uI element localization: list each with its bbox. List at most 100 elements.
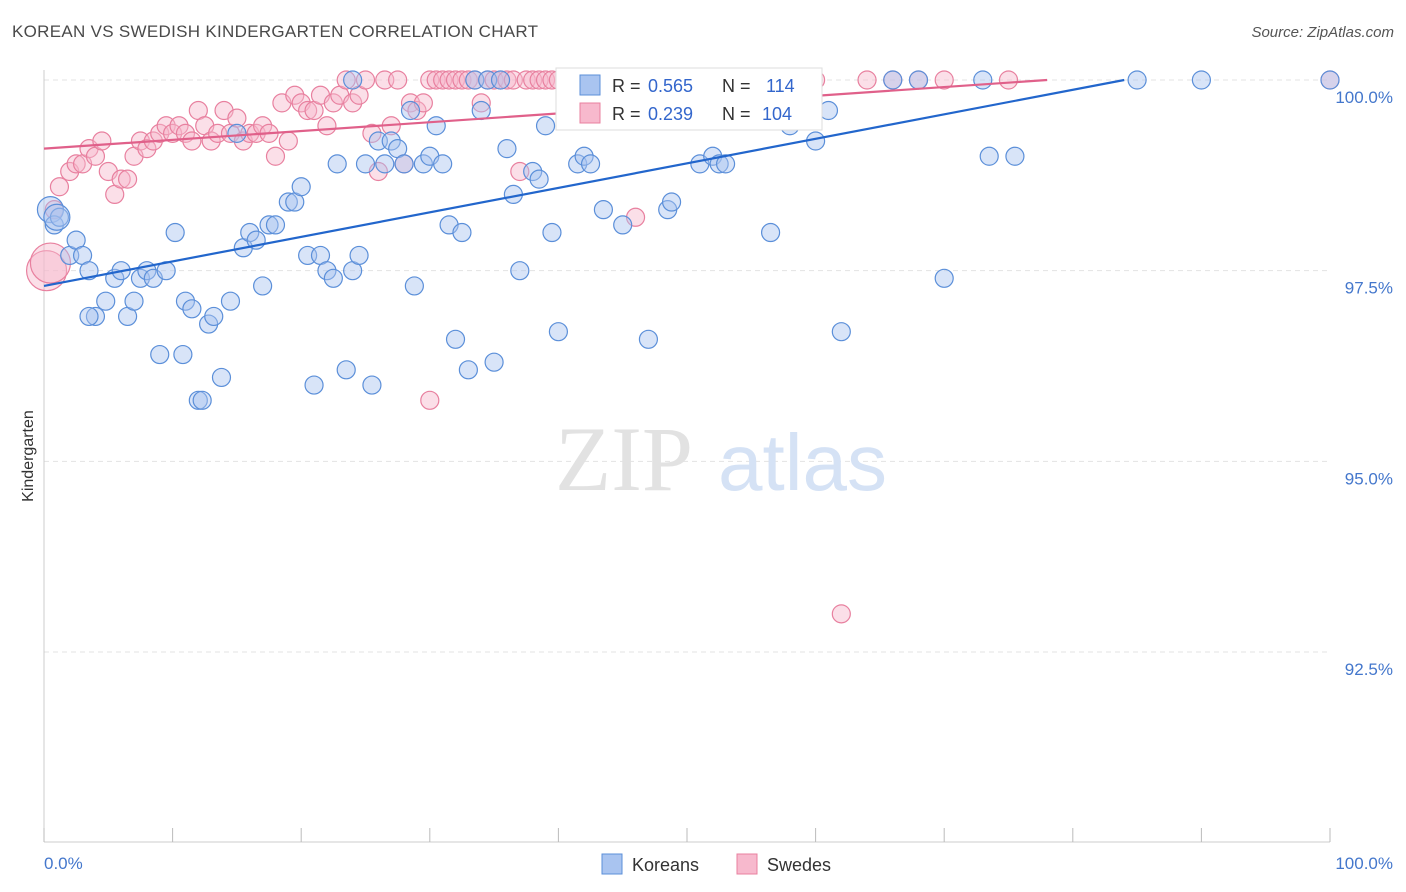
koreans-point	[404, 276, 424, 296]
swedes-point	[343, 93, 363, 113]
watermark-zip: ZIP	[555, 408, 693, 510]
swedes-point	[323, 93, 343, 113]
koreans-n-value: 114	[766, 76, 795, 96]
koreans-point	[883, 70, 903, 90]
koreans-point	[934, 268, 954, 288]
koreans-point	[523, 161, 543, 182]
swedes-r-label: R =	[612, 104, 641, 124]
koreans-n-label: N =	[722, 76, 751, 96]
koreans-point	[973, 70, 993, 90]
koreans-point	[445, 329, 466, 349]
koreans-point	[413, 154, 433, 174]
swedes-point	[278, 131, 298, 151]
koreans-point	[79, 261, 99, 281]
koreans-point	[79, 306, 99, 327]
swedes-point	[49, 177, 70, 197]
koreans-point	[43, 203, 71, 231]
koreans-legend-label: Koreans	[632, 855, 699, 875]
y-tick-label: 92.5%	[1345, 660, 1393, 679]
swedes-n-label: N =	[722, 104, 751, 124]
koreans-point	[49, 207, 70, 227]
koreans-point	[426, 116, 446, 136]
swedes-point	[182, 131, 202, 151]
koreans-point	[529, 169, 549, 189]
koreans-point	[638, 329, 659, 349]
swedes-trendline	[43, 78, 1048, 150]
x-tick-label: 100.0%	[1335, 854, 1393, 873]
koreans-point	[192, 390, 212, 410]
koreans-point	[259, 215, 279, 235]
koreans-point	[458, 360, 478, 380]
swedes-point	[998, 70, 1019, 90]
swedes-point	[471, 93, 491, 113]
swedes-point	[317, 116, 337, 136]
swedes-point	[336, 70, 356, 90]
koreans-point	[661, 192, 682, 212]
trendlines	[43, 78, 1125, 288]
swedes-point	[169, 116, 189, 136]
koreans-point	[452, 222, 472, 243]
koreans-point	[124, 291, 144, 311]
koreans-point	[542, 222, 562, 243]
koreans-point	[593, 200, 614, 220]
koreans-bottom-swatch	[601, 853, 623, 875]
chart-title: KOREAN VS SWEDISH KINDERGARTEN CORRELATI…	[12, 22, 539, 41]
swedes-point	[831, 604, 851, 624]
koreans-point	[304, 375, 324, 395]
koreans-point	[96, 291, 116, 311]
koreans-legend-swatch	[579, 74, 601, 96]
koreans-point	[574, 146, 594, 166]
koreans-point	[979, 146, 999, 166]
koreans-point	[471, 100, 491, 121]
swedes-point	[497, 70, 517, 90]
x-tick-labels: 0.0% 100.0%	[44, 854, 1393, 873]
koreans-point	[433, 154, 453, 174]
koreans-r-label: R =	[612, 76, 641, 96]
koreans-point	[278, 192, 298, 212]
swedes-legend-swatch	[579, 102, 601, 124]
gridlines	[44, 79, 1330, 653]
koreans-point	[343, 70, 363, 90]
koreans-point	[227, 123, 247, 143]
swedes-point	[857, 70, 877, 90]
koreans-point	[165, 222, 185, 243]
swedes-series	[25, 70, 1340, 624]
koreans-point	[317, 261, 337, 281]
swedes-n-value: 104	[762, 104, 792, 124]
swedes-point	[298, 100, 318, 121]
swedes-point	[388, 70, 408, 90]
y-tick-label: 97.5%	[1345, 279, 1393, 298]
y-tick-label: 95.0%	[1345, 469, 1393, 488]
swedes-point	[362, 123, 382, 143]
koreans-point	[535, 116, 556, 136]
swedes-point	[117, 169, 138, 189]
stats-legend: R = 0.565 N = 114 R = 0.239 N = 104	[555, 67, 823, 131]
watermark: ZIP atlas	[555, 408, 887, 510]
koreans-point	[613, 215, 633, 235]
koreans-point	[580, 154, 601, 174]
watermark-atlas: atlas	[718, 418, 887, 507]
koreans-point	[831, 322, 851, 342]
koreans-point	[355, 154, 376, 174]
koreans-point	[908, 70, 929, 90]
y-tick-labels: 92.5% 95.0% 97.5% 100.0%	[1335, 88, 1393, 679]
koreans-point	[1191, 70, 1212, 90]
koreans-point	[85, 306, 106, 327]
koreans-point	[211, 367, 232, 388]
koreans-point	[375, 154, 395, 174]
koreans-trendline	[43, 78, 1125, 288]
koreans-point	[709, 154, 729, 174]
koreans-point	[349, 245, 369, 266]
swedes-bottom-swatch	[736, 853, 758, 875]
swedes-point	[111, 169, 131, 189]
koreans-point	[548, 322, 569, 342]
swedes-point	[285, 85, 305, 105]
koreans-point	[240, 222, 260, 243]
source-label: Source: ZipAtlas.com	[1251, 24, 1394, 41]
swedes-point	[420, 390, 440, 410]
koreans-point	[497, 139, 517, 159]
y-tick-label: 100.0%	[1335, 88, 1393, 107]
swedes-point	[265, 146, 286, 166]
koreans-point	[394, 154, 414, 174]
